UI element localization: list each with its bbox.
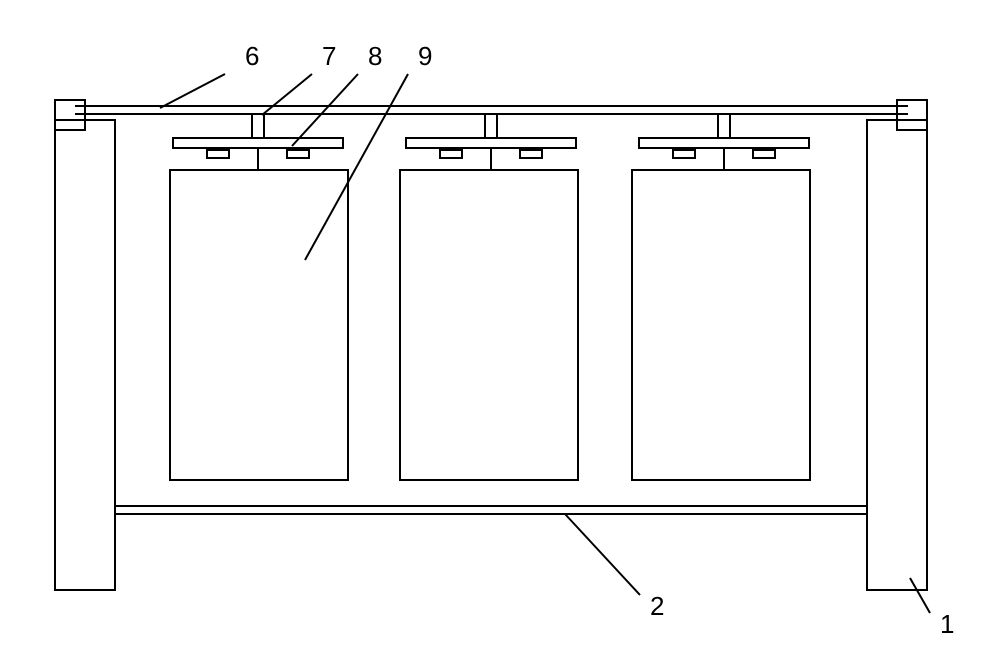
label-8: 8 <box>368 41 382 71</box>
panel <box>632 170 810 480</box>
technical-diagram: 6 7 8 9 2 1 <box>0 0 1000 656</box>
label-7: 7 <box>322 41 336 71</box>
hanger-bar <box>639 138 809 148</box>
hanger-bar <box>173 138 343 148</box>
leader-line-9 <box>305 74 408 260</box>
hanger-bar <box>406 138 576 148</box>
label-1: 1 <box>940 609 954 639</box>
label-2: 2 <box>650 591 664 621</box>
hanger-clip-left <box>673 150 695 158</box>
side-pillar-left <box>55 120 115 590</box>
leader-line-6 <box>160 74 225 108</box>
label-6: 6 <box>245 41 259 71</box>
hanger-clip-left <box>440 150 462 158</box>
hanger-connector <box>485 114 497 138</box>
module-1 <box>170 114 348 480</box>
leader-line-2 <box>565 514 640 595</box>
hanger-clip-right <box>753 150 775 158</box>
hanger-clip-left <box>207 150 229 158</box>
panel <box>400 170 578 480</box>
module-2 <box>400 114 578 480</box>
hanger-connector <box>718 114 730 138</box>
leader-line-8 <box>292 74 358 146</box>
panel <box>170 170 348 480</box>
leader-line-7 <box>262 74 312 115</box>
hanger-clip-right <box>520 150 542 158</box>
side-pillar-right <box>867 120 927 590</box>
module-3 <box>632 114 810 480</box>
label-9: 9 <box>418 41 432 71</box>
hanger-connector <box>252 114 264 138</box>
hanger-clip-right <box>287 150 309 158</box>
